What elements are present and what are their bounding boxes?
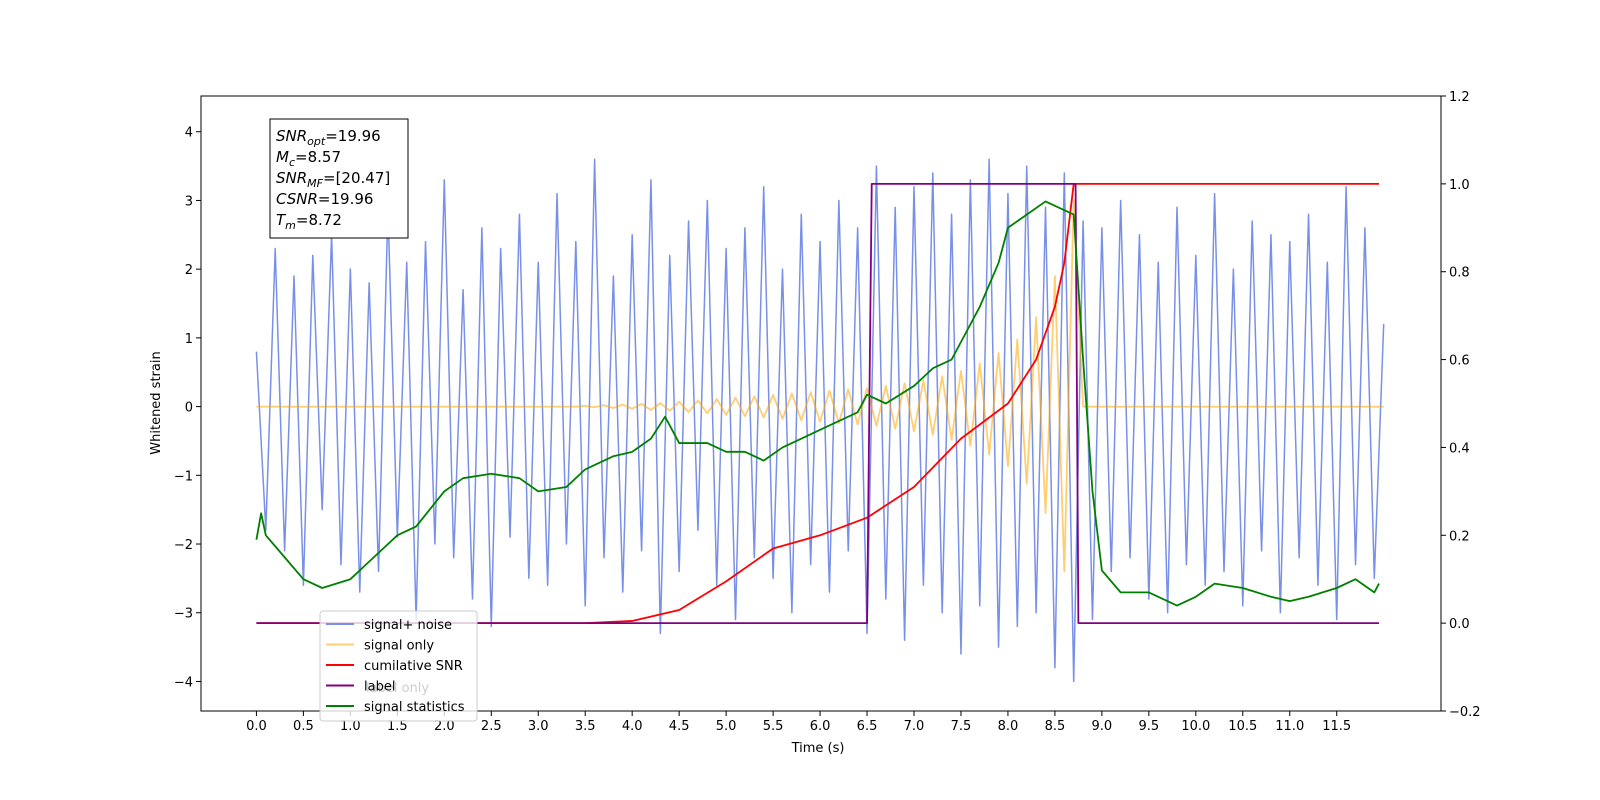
annotation-value: =19.96 <box>325 127 381 145</box>
x-tick-label: 10.5 <box>1228 719 1257 734</box>
annotation-sub: m <box>285 219 296 232</box>
x-tick-label: 9.0 <box>1092 719 1113 734</box>
annotation-symbol: SNR <box>276 127 307 145</box>
x-tick-label: 4.5 <box>669 719 690 734</box>
series-line <box>256 182 1379 625</box>
x-tick-label: 10.0 <box>1181 719 1210 734</box>
annotation-line: Tm=8.72 <box>276 211 342 232</box>
y2-tick-label: 0.0 <box>1449 617 1470 632</box>
legend-label: label <box>364 680 395 695</box>
y2-tick-label: 0.2 <box>1449 529 1470 544</box>
y2-tick-label: 1.2 <box>1449 90 1470 105</box>
legend-label: signal+ noise <box>364 618 452 633</box>
annotation-line: SNRMF=[20.47] <box>276 169 390 190</box>
series-line <box>255 158 1385 683</box>
y-tick-label: 3 <box>185 194 193 209</box>
legend-box <box>319 610 478 722</box>
annotation-sub: opt <box>307 135 326 148</box>
annotation-symbol: SNR <box>276 169 307 187</box>
y2-tick-label: 1.0 <box>1449 178 1470 193</box>
legend-label: signal statistics <box>364 700 465 715</box>
annotation-symbol: T <box>276 211 287 229</box>
x-tick-label: 5.5 <box>763 719 784 734</box>
series-line <box>256 199 1384 573</box>
annotation-line: SNRopt=19.96 <box>276 127 381 148</box>
series-line <box>256 182 1379 625</box>
x-tick-label: 9.5 <box>1139 719 1160 734</box>
plot-frame <box>200 95 1442 712</box>
annotation-value: =8.57 <box>295 148 341 166</box>
y-tick-label: −2 <box>174 538 193 553</box>
x-tick-label: 1.5 <box>387 719 408 734</box>
x-tick-label: 11.0 <box>1275 719 1304 734</box>
x-tick-label: 8.5 <box>1045 719 1066 734</box>
x-tick-label: 0.0 <box>246 719 267 734</box>
y-axis-label: Whitened strain <box>149 351 164 454</box>
x-tick-label: 1.0 <box>340 719 361 734</box>
annotation-value: =8.72 <box>296 211 342 229</box>
series-line <box>255 200 1380 607</box>
y2-tick-label: −0.2 <box>1449 705 1481 720</box>
x-axis-label: Time (s) <box>791 741 845 756</box>
y-tick-label: 0 <box>185 401 193 416</box>
x-tick-label: 6.0 <box>810 719 831 734</box>
y2-tick-label: 0.6 <box>1449 354 1470 369</box>
y2-tick-label: 0.8 <box>1449 266 1470 281</box>
annotation-sub: MF <box>307 177 323 190</box>
annotation-value: =[20.47] <box>323 169 390 187</box>
y-tick-label: −1 <box>174 469 193 484</box>
x-tick-label: 8.0 <box>998 719 1019 734</box>
x-tick-label: 2.5 <box>481 719 502 734</box>
y-tick-label: 4 <box>185 126 193 141</box>
x-tick-label: 3.5 <box>575 719 596 734</box>
annotation-symbol: CSNR <box>276 190 318 208</box>
x-tick-label: 0.5 <box>293 719 314 734</box>
annotation-value: =19.96 <box>318 190 374 208</box>
y-tick-label: 2 <box>185 263 193 278</box>
x-tick-label: 2.0 <box>434 719 455 734</box>
annotation-symbol: M <box>276 148 289 166</box>
annotation-sub: c <box>289 156 295 169</box>
x-tick-label: 6.5 <box>857 719 878 734</box>
annotation-line: Mc=8.57 <box>276 148 341 169</box>
x-tick-label: 11.5 <box>1322 719 1351 734</box>
x-tick-label: 5.0 <box>716 719 737 734</box>
annotation-line: CSNR=19.96 <box>276 190 373 208</box>
x-tick-label: 3.0 <box>528 719 549 734</box>
legend-label: signal only <box>364 639 434 654</box>
x-tick-label: 7.0 <box>904 719 925 734</box>
legend-label: cumilative SNR <box>364 659 463 674</box>
y-tick-label: −4 <box>174 675 193 690</box>
annotation-box <box>269 118 409 239</box>
y-tick-label: −3 <box>174 607 193 622</box>
x-tick-label: 4.0 <box>622 719 643 734</box>
plot-area <box>255 158 1385 683</box>
y2-tick-label: 0.4 <box>1449 441 1470 456</box>
x-tick-label: 7.5 <box>951 719 972 734</box>
y-tick-label: 1 <box>185 332 193 347</box>
